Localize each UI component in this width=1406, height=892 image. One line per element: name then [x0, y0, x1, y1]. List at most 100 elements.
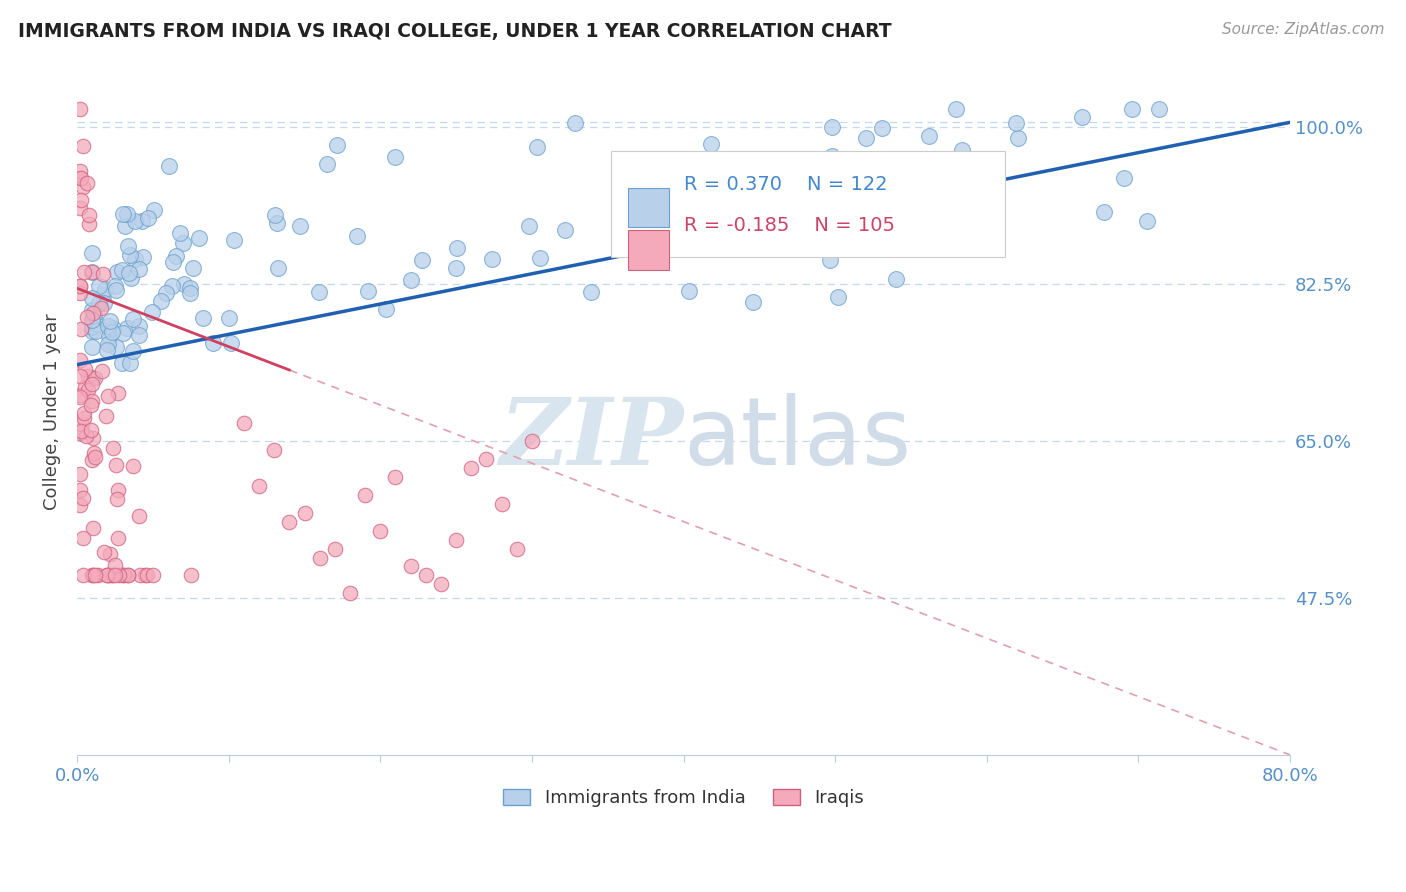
Point [70, 171, 93, 186]
Point [82, 265, 104, 279]
Point [84, 450, 107, 464]
Point [83, 308, 105, 322]
Point [849, 166, 872, 180]
Point [131, 213, 153, 227]
Point [77, 208, 100, 222]
Point [112, 568, 135, 582]
Point [73, 361, 96, 376]
Point [266, 261, 288, 276]
Point [69, 279, 91, 293]
Point [695, 235, 717, 250]
Point [80, 423, 103, 437]
Point [69, 164, 91, 178]
Point [475, 451, 498, 466]
Point [117, 207, 139, 221]
Point [82, 324, 104, 338]
Point [120, 271, 142, 285]
Point [70, 193, 93, 207]
Point [1070, 110, 1092, 124]
Point [529, 251, 551, 265]
Point [72, 491, 94, 506]
Text: Source: ZipAtlas.com: Source: ZipAtlas.com [1222, 22, 1385, 37]
Point [69, 390, 91, 404]
Point [169, 227, 191, 241]
Point [105, 458, 128, 473]
Point [1005, 115, 1028, 129]
Point [155, 286, 177, 301]
Point [91, 364, 114, 378]
Point [1092, 205, 1115, 219]
Point [93, 295, 115, 310]
Point [91, 267, 114, 281]
Point [77, 368, 100, 383]
Point [917, 128, 939, 143]
Text: atlas: atlas [683, 393, 912, 485]
Point [75, 429, 97, 443]
Point [554, 222, 576, 236]
Point [290, 219, 312, 233]
Point [69, 388, 91, 402]
Point [104, 340, 127, 354]
Point [201, 336, 224, 351]
Point [83, 371, 105, 385]
Point [643, 173, 665, 187]
Point [101, 441, 124, 455]
Point [69, 483, 91, 497]
Point [979, 164, 1001, 178]
Point [700, 136, 723, 151]
Point [120, 356, 142, 370]
Point [460, 460, 482, 475]
Point [193, 311, 215, 326]
Point [346, 228, 368, 243]
Point [82, 313, 104, 327]
Point [76, 176, 98, 190]
Point [82, 291, 104, 305]
Point [1007, 131, 1029, 145]
Point [219, 335, 242, 350]
Point [517, 219, 540, 234]
FancyBboxPatch shape [627, 187, 669, 227]
Point [82, 371, 104, 385]
Point [179, 281, 201, 295]
Point [105, 492, 128, 507]
Point [73, 265, 96, 279]
Point [96, 568, 118, 582]
Point [132, 250, 155, 264]
Point [73, 410, 96, 425]
Point [894, 178, 917, 192]
Point [82, 453, 104, 467]
Point [128, 319, 150, 334]
Point [180, 568, 202, 582]
Point [69, 201, 91, 215]
Point [278, 515, 301, 529]
FancyBboxPatch shape [627, 230, 669, 270]
Point [107, 568, 129, 582]
Point [520, 434, 543, 448]
Point [526, 140, 548, 154]
Point [157, 159, 180, 173]
Point [370, 524, 392, 538]
Point [107, 531, 129, 545]
Point [162, 254, 184, 268]
Point [76, 383, 98, 397]
Point [101, 568, 124, 582]
Point [375, 301, 398, 316]
Point [827, 290, 849, 304]
Point [124, 252, 146, 266]
Text: ZIP: ZIP [499, 394, 683, 484]
Point [100, 568, 122, 582]
Point [69, 279, 91, 293]
Point [69, 353, 91, 368]
Point [128, 261, 150, 276]
Point [224, 233, 246, 247]
Point [70, 322, 93, 336]
Point [263, 442, 285, 457]
Text: R = -0.185    N = 105: R = -0.185 N = 105 [683, 217, 894, 235]
Point [73, 406, 96, 420]
Point [821, 149, 844, 163]
Point [107, 483, 129, 498]
Point [96, 568, 118, 582]
Point [855, 131, 877, 145]
Point [82, 303, 104, 318]
Point [294, 506, 316, 520]
